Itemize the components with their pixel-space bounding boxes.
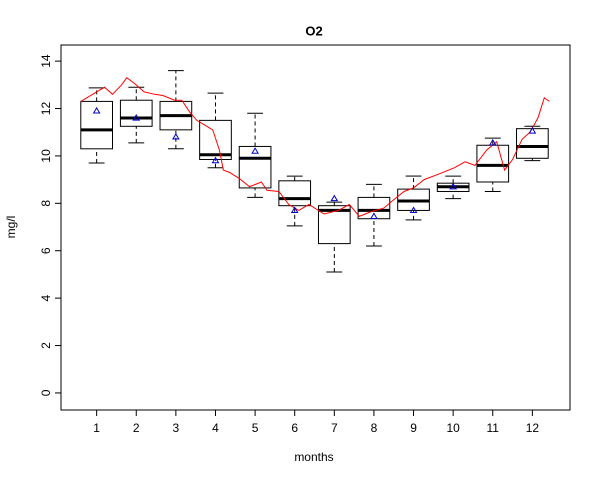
x-tick-label: 7 bbox=[331, 421, 338, 435]
red-line bbox=[80, 76, 550, 218]
x-tick-label: 10 bbox=[446, 421, 460, 435]
box bbox=[278, 180, 312, 207]
mean-marker bbox=[171, 132, 180, 140]
y-tick-label: 10 bbox=[39, 149, 53, 163]
mean-marker bbox=[290, 206, 299, 214]
x-axis-label: months bbox=[294, 450, 333, 464]
y-tick-label: 6 bbox=[39, 247, 53, 254]
mean-marker bbox=[330, 194, 339, 202]
x-tick-label: 6 bbox=[291, 421, 298, 435]
x-tick-label: 8 bbox=[371, 421, 378, 435]
x-tick-label: 1 bbox=[93, 421, 100, 435]
x-tick-label: 11 bbox=[487, 421, 500, 435]
box bbox=[80, 100, 113, 150]
mean-marker bbox=[528, 127, 537, 134]
mean-marker bbox=[488, 138, 497, 146]
y-tick-label: 8 bbox=[39, 200, 53, 207]
y-tick-label: 12 bbox=[39, 102, 53, 116]
x-tick-label: 9 bbox=[410, 421, 417, 435]
x-tick-label: 4 bbox=[212, 421, 219, 435]
y-tick-label: 4 bbox=[39, 294, 53, 301]
y-tick-label: 0 bbox=[39, 389, 53, 396]
mean-marker bbox=[211, 156, 220, 164]
mean-marker bbox=[92, 106, 101, 114]
mean-marker bbox=[409, 206, 418, 214]
x-tick-label: 12 bbox=[526, 421, 540, 435]
x-tick-label: 5 bbox=[252, 421, 259, 435]
mean-marker bbox=[449, 182, 458, 190]
y-axis-label: mg/l bbox=[4, 216, 18, 239]
box bbox=[238, 145, 272, 189]
mean-marker bbox=[132, 114, 141, 121]
x-tick-label: 3 bbox=[173, 421, 180, 435]
chart-title: O2 bbox=[305, 23, 322, 38]
box bbox=[317, 205, 351, 245]
x-tick-label: 2 bbox=[133, 421, 140, 435]
box bbox=[199, 119, 232, 160]
y-tick-label: 14 bbox=[39, 54, 53, 68]
y-tick-label: 2 bbox=[39, 342, 53, 349]
mean-marker bbox=[251, 147, 259, 154]
mean-marker bbox=[370, 212, 378, 219]
box bbox=[119, 99, 153, 127]
